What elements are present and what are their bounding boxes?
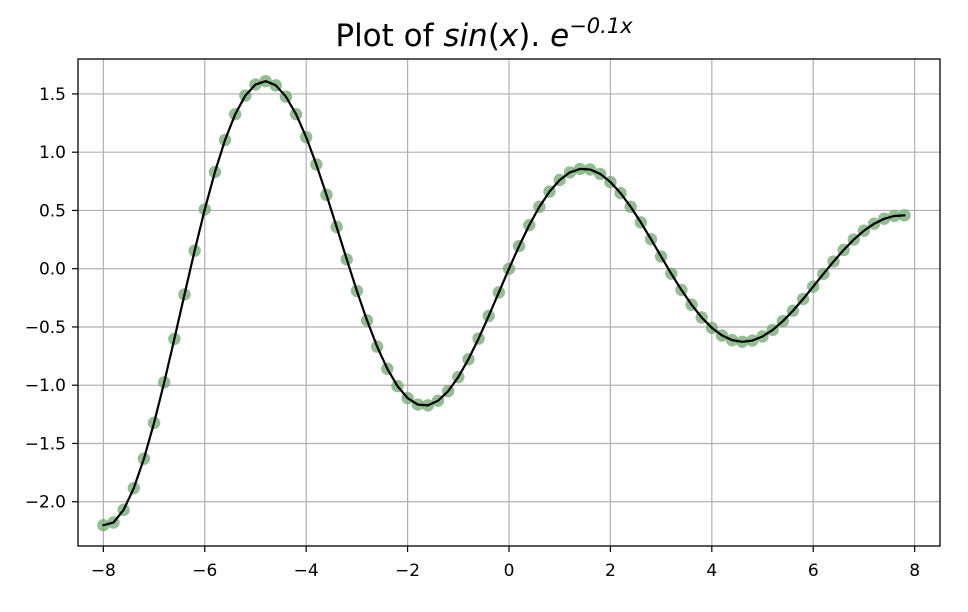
y-tick-label: 1.0 (39, 143, 66, 163)
title-open: ( (488, 18, 500, 54)
y-axis-ticks: −2.0 −1.5 −1.0 −0.5 0.0 0.5 1.0 1.5 (25, 85, 78, 513)
x-tick-label: 2 (605, 561, 616, 581)
y-tick-label: −0.5 (25, 318, 66, 338)
title-base: e (550, 18, 569, 54)
title-dot: . (530, 18, 550, 54)
x-tick-label: 6 (808, 561, 819, 581)
title-exponent: −0.1x (569, 14, 633, 38)
x-tick-label: 8 (909, 561, 920, 581)
y-tick-label: −1.5 (25, 434, 66, 454)
x-tick-label: −8 (91, 561, 116, 581)
plot-area-frame (77, 58, 941, 547)
svg-text:Plot of sin(x). e−0.1x: Plot of sin(x). e−0.1x (335, 14, 633, 54)
chart-title: Plot of sin(x). e−0.1x (335, 14, 633, 54)
x-tick-label: −6 (192, 561, 217, 581)
y-tick-label: 0.0 (39, 260, 66, 280)
x-tick-label: −2 (395, 561, 420, 581)
y-tick-label: −2.0 (25, 493, 66, 513)
line-series (102, 80, 906, 527)
y-tick-label: 1.5 (39, 85, 66, 105)
x-tick-label: 4 (706, 561, 717, 581)
x-tick-label: −4 (294, 561, 319, 581)
x-tick-label: 0 (504, 561, 515, 581)
y-tick-label: 0.5 (39, 201, 66, 221)
title-close: ) (518, 18, 530, 54)
y-tick-label: −1.0 (25, 376, 66, 396)
title-prefix: Plot of (335, 18, 443, 54)
title-var: x (499, 18, 519, 54)
scatter-series (97, 74, 911, 532)
series-line (102, 80, 906, 527)
grid (78, 59, 940, 546)
title-func: sin (443, 18, 487, 54)
x-axis-ticks: −8 −6 −4 −2 0 2 4 6 8 (91, 546, 920, 581)
